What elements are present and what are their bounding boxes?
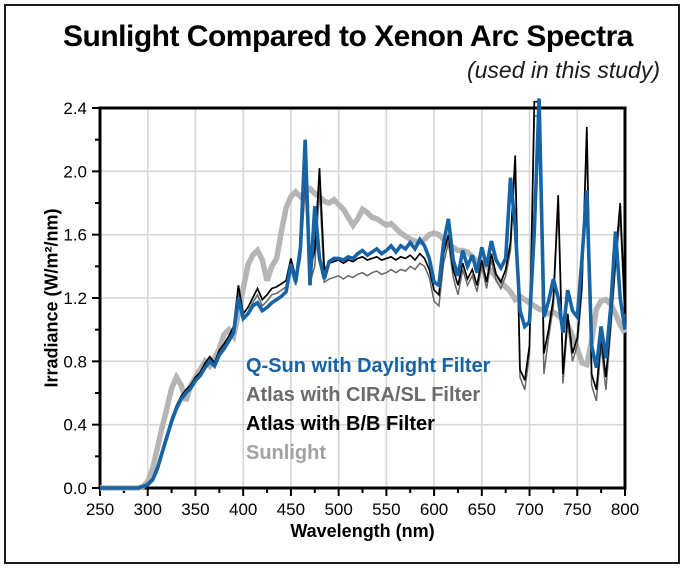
legend-entry-atlas-cira-sl: Atlas with CIRA/SL Filter: [246, 384, 481, 406]
x-tick-label: 250: [86, 500, 114, 519]
series-q-sun-with-daylight-filter: [100, 98, 627, 490]
x-tick-label: 300: [134, 500, 162, 519]
legend: Q-Sun with Daylight Filter Atlas with CI…: [246, 352, 490, 468]
y-tick-label: 0.4: [63, 416, 87, 435]
x-tick-label: 400: [229, 500, 257, 519]
legend-entry-sunlight: Sunlight: [246, 442, 326, 464]
legend-entry-qsun-daylight: Q-Sun with Daylight Filter: [246, 355, 491, 377]
x-tick-label: 450: [277, 500, 305, 519]
y-tick-label: 2.0: [63, 162, 87, 181]
x-tick-label: 350: [181, 500, 209, 519]
y-tick-label: 0.0: [63, 479, 87, 498]
chart-title: Sunlight Compared to Xenon Arc Spectra: [63, 20, 633, 53]
y-tick-label: 0.8: [63, 352, 87, 371]
y-tick-label: 1.2: [63, 289, 87, 308]
y-tick-label: 1.6: [63, 226, 87, 245]
x-tick-label: 700: [515, 500, 543, 519]
x-tick-label: 800: [611, 500, 639, 519]
y-axis-title: Irradiance (W/m²/nm): [41, 208, 62, 388]
chart-subtitle: (used in this study): [466, 57, 660, 83]
x-tick-label: 650: [468, 500, 496, 519]
legend-entry-atlas-bb: Atlas with B/B Filter: [246, 413, 435, 435]
x-tick-label: 500: [324, 500, 352, 519]
y-tick-label: 2.4: [63, 99, 87, 118]
x-tick-label: 550: [372, 500, 400, 519]
x-tick-label: 750: [563, 500, 591, 519]
x-axis-title: Wavelength (nm): [290, 521, 435, 541]
x-tick-label: 600: [420, 500, 448, 519]
series-sunlight: [100, 185, 628, 491]
